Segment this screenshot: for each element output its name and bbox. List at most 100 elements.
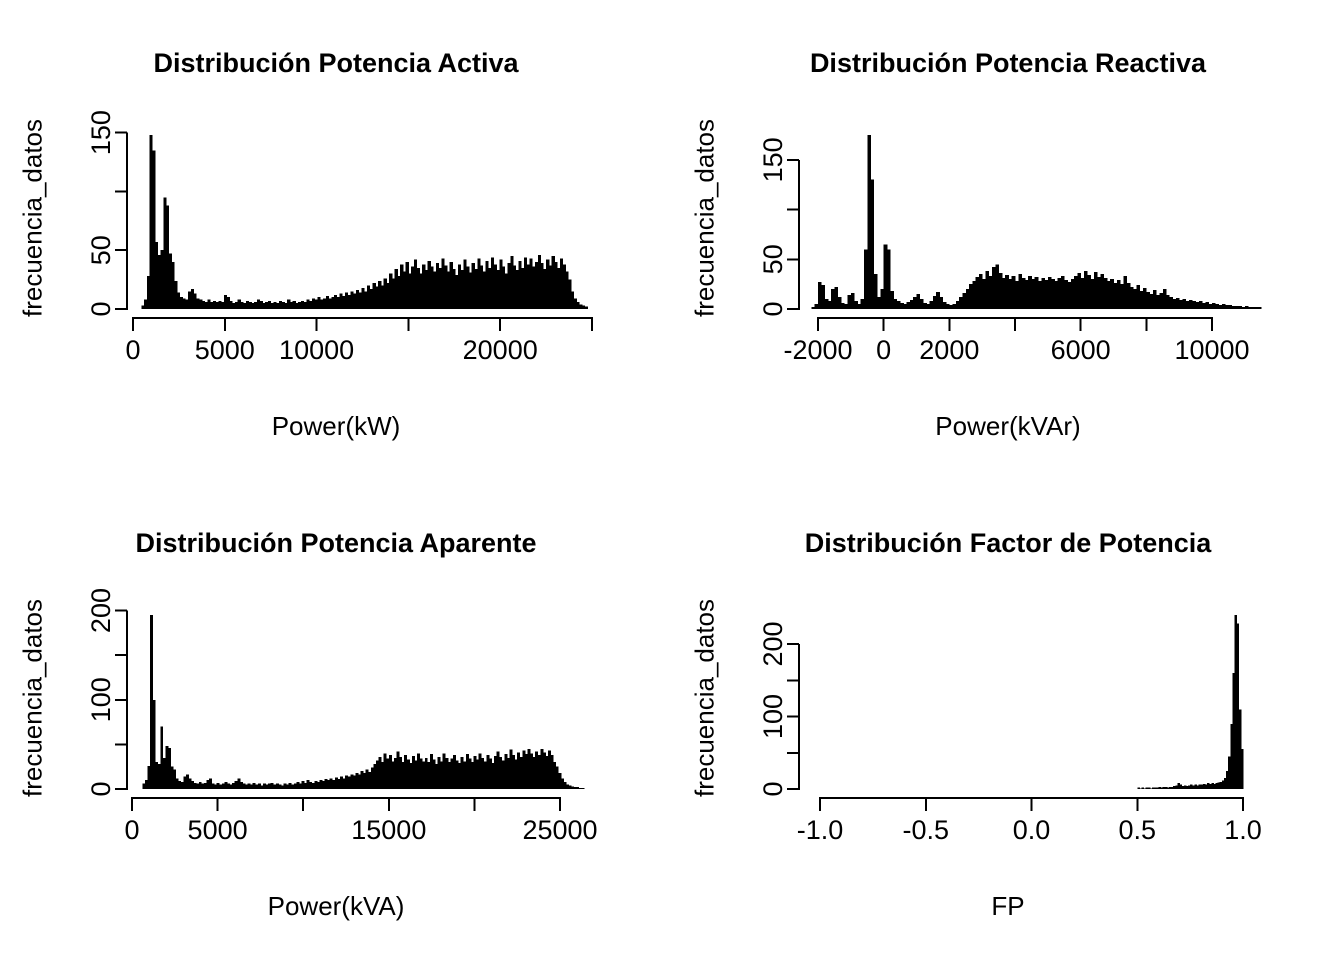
histogram-bar — [317, 297, 321, 309]
x-tick-label: 0 — [876, 335, 891, 365]
x-axis-label: Power(kVA) — [267, 891, 405, 921]
y-axis — [787, 158, 800, 310]
histogram-bar — [212, 300, 217, 309]
histogram-bar — [1154, 787, 1157, 789]
histogram-bar — [166, 205, 170, 309]
histogram-bar — [381, 762, 385, 789]
histogram-bar — [316, 781, 320, 789]
histogram-bar — [486, 755, 490, 789]
histogram-bar — [1202, 303, 1206, 309]
histogram-bar — [433, 271, 437, 309]
histogram-bar — [1230, 723, 1233, 789]
histogram-bar — [578, 788, 582, 789]
histogram-bar — [353, 293, 357, 309]
histogram-bar — [182, 298, 186, 309]
histogram-bar — [373, 764, 377, 789]
histogram-bar — [988, 276, 993, 309]
y-tick-label: 200 — [758, 621, 788, 666]
histogram-bar — [1152, 290, 1157, 309]
histogram-bar — [287, 299, 291, 309]
histogram-bar — [581, 305, 586, 309]
histogram-bar — [837, 297, 842, 309]
histogram-bar — [146, 276, 150, 309]
histogram-bar — [188, 291, 192, 309]
histogram-bar — [437, 756, 441, 789]
histogram-bar — [565, 784, 569, 789]
histogram-bar — [978, 274, 983, 309]
histogram-bar — [265, 784, 269, 789]
histogram-bar — [526, 264, 530, 309]
histogram-bar — [168, 253, 172, 309]
histogram-bar — [491, 257, 495, 309]
histogram-bar — [157, 254, 161, 309]
histogram-bar — [237, 299, 241, 309]
histogram-bar — [165, 746, 169, 789]
histogram-bar — [506, 757, 510, 789]
histogram-bar — [424, 757, 428, 789]
histogram-bar — [251, 303, 255, 309]
histogram-bar — [1223, 778, 1227, 790]
histogram-bar — [375, 286, 379, 309]
histogram-bar — [179, 297, 183, 309]
histogram-bar — [909, 300, 914, 309]
histogram-bar — [468, 272, 473, 309]
histogram-bar — [863, 249, 868, 309]
histogram-bar — [504, 754, 508, 789]
histogram-bar — [234, 780, 238, 789]
histogram-bar — [1207, 783, 1210, 789]
x-tick-label: 1.0 — [1224, 815, 1262, 845]
x-tick-label: 5000 — [188, 815, 248, 845]
histogram-bar — [1175, 785, 1178, 790]
histogram-bar — [429, 754, 433, 789]
y-tick-label: 200 — [86, 588, 116, 633]
histogram-bar — [1074, 276, 1078, 309]
histogram-bar — [1160, 787, 1164, 789]
histogram-bar — [347, 294, 351, 309]
histogram-bar — [345, 292, 349, 309]
histogram-bar — [860, 299, 865, 309]
histogram-bar — [383, 278, 387, 309]
histogram-bar — [524, 754, 528, 789]
histogram-bar — [949, 305, 954, 309]
histogram-bar — [142, 783, 146, 789]
histogram-bar — [962, 293, 967, 309]
histogram-bar — [916, 294, 921, 309]
histogram-bar — [906, 302, 911, 309]
histogram-bar — [939, 297, 944, 309]
histogram-bar — [180, 781, 184, 789]
histogram-bar — [289, 301, 294, 309]
histogram-bar — [199, 299, 203, 309]
histogram-bar — [1054, 281, 1059, 309]
histogram-bar — [298, 783, 302, 789]
histogram-bar — [834, 287, 839, 309]
histogram-bar — [322, 780, 325, 789]
panel-potencia-reactiva: Distribución Potencia Reactiva frecuenci… — [672, 0, 1344, 480]
histogram-bar — [409, 763, 413, 789]
histogram-bar — [1198, 784, 1202, 789]
histogram-bar — [419, 273, 423, 309]
histogram-bar — [1057, 278, 1062, 309]
histogram-bar — [281, 301, 285, 309]
histogram-bar — [191, 780, 195, 789]
y-tick-label: 150 — [86, 110, 116, 155]
histogram-bar — [1136, 285, 1141, 309]
histogram-bar — [1202, 783, 1206, 790]
histogram-bar — [234, 301, 239, 309]
histogram-bar — [460, 756, 464, 789]
histogram-bar — [328, 298, 332, 309]
x-tick-label: 6000 — [1051, 335, 1111, 365]
histogram-bar — [1195, 302, 1200, 309]
histogram-bar — [1143, 288, 1147, 309]
histogram-bar — [414, 760, 418, 789]
histogram-bar — [854, 301, 858, 309]
histogram-bar — [248, 301, 252, 309]
histogram-bar — [509, 749, 513, 789]
histogram-bar — [219, 784, 223, 789]
histogram-bar — [522, 750, 526, 789]
histogram-bar — [1156, 787, 1159, 789]
histogram-bar — [896, 301, 901, 309]
histogram-bar — [327, 780, 331, 789]
histogram-bar — [546, 259, 550, 309]
histogram-bar — [218, 300, 222, 309]
